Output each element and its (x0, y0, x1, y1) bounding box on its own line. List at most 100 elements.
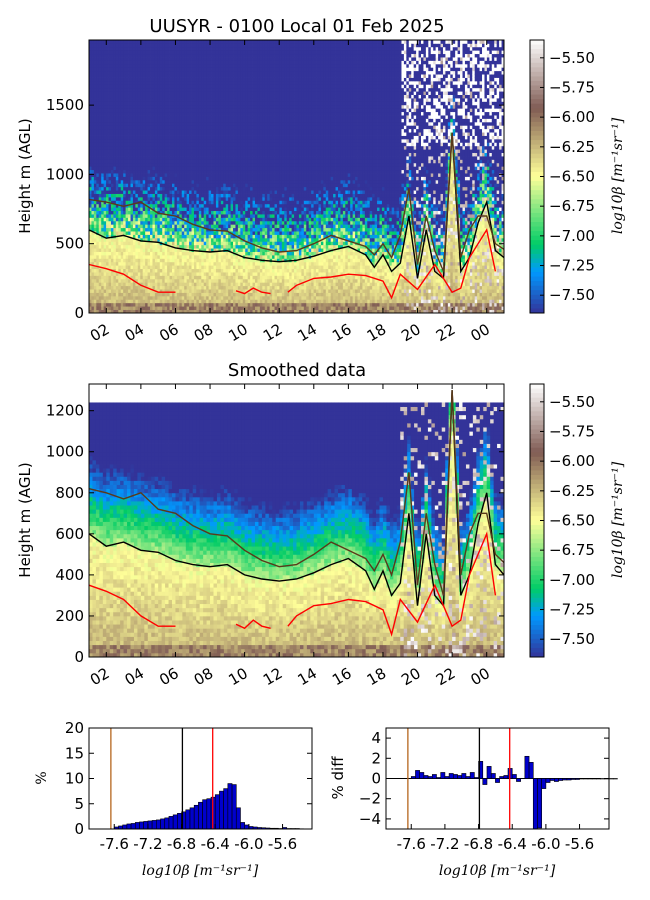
heatmap-cell (145, 258, 148, 263)
heatmap-cell (110, 241, 114, 246)
heatmap-cell (201, 70, 205, 75)
heatmap-cell (135, 231, 139, 235)
heatmap-cell (154, 248, 158, 252)
heatmap-cell (196, 227, 200, 232)
heatmap-cell (101, 200, 105, 205)
heatmap-cell (157, 183, 161, 188)
heatmap-cell (174, 190, 178, 194)
heatmap-cell (189, 302, 192, 307)
heatmap-cell (118, 74, 122, 78)
heatmap-cell (162, 285, 166, 290)
heatmap-cell (101, 268, 105, 273)
heatmap-cell (106, 254, 109, 259)
heatmap-cell (208, 231, 212, 235)
heatmap-cell (169, 43, 173, 48)
heatmap-cell (198, 128, 202, 133)
heatmap-cell (130, 121, 134, 126)
heatmap-cell (98, 244, 102, 249)
heatmap-cell (237, 306, 241, 310)
heatmap-cell (203, 63, 207, 68)
heatmap-cell (164, 46, 168, 51)
heatmap-cell (120, 282, 124, 287)
heatmap-cell (186, 278, 190, 283)
heatmap-cell (108, 138, 112, 143)
heatmap-cell (172, 63, 175, 68)
heatmap-cell (115, 196, 119, 201)
heatmap-cell (101, 101, 105, 106)
heatmap-cell (184, 231, 188, 235)
heatmap-cell (225, 203, 229, 208)
heatmap-cell (174, 77, 178, 82)
heatmap-cell (169, 101, 173, 106)
heatmap-cell (164, 241, 168, 246)
heatmap-cell (213, 94, 217, 99)
heatmap-cell (152, 152, 156, 157)
heatmap-cell (208, 261, 212, 266)
heatmap-cell (181, 309, 185, 314)
heatmap-cell (98, 40, 102, 44)
heatmap-cell (159, 214, 163, 218)
heatmap-cell (147, 248, 151, 252)
heatmap-cell (179, 77, 183, 82)
heatmap-cell (206, 84, 210, 89)
heatmap-cell (215, 169, 219, 174)
heatmap-cell (191, 237, 195, 242)
heatmap-cell (189, 227, 192, 232)
heatmap-cell (223, 46, 227, 51)
heatmap-cell (179, 237, 183, 242)
heatmap-cell (147, 111, 151, 116)
heatmap-cell (128, 248, 131, 252)
heatmap-cell (223, 98, 227, 102)
heatmap-cell (211, 145, 214, 150)
heatmap-cell (91, 111, 95, 116)
heatmap-cell (196, 186, 200, 191)
heatmap-cell (137, 254, 141, 259)
heatmap-cell (150, 231, 153, 235)
heatmap-cell (132, 162, 136, 167)
heatmap-cell (93, 128, 97, 133)
heatmap-cell (162, 108, 166, 113)
heatmap-cell (145, 214, 148, 218)
heatmap-cell (93, 53, 97, 58)
heatmap-cell (184, 244, 188, 249)
heatmap-cell (230, 53, 234, 58)
heatmap-cell (213, 74, 217, 78)
heatmap-cell (147, 132, 151, 136)
heatmap-cell (218, 159, 222, 164)
heatmap-cell (147, 196, 151, 201)
heatmap-cell (198, 282, 202, 287)
heatmap-cell (186, 302, 190, 307)
heatmap-cell (198, 275, 202, 280)
heatmap-cell (189, 214, 192, 218)
heatmap-cell (176, 268, 180, 273)
heatmap-cell (113, 84, 117, 89)
heatmap-cell (237, 159, 241, 164)
heatmap-cell (98, 186, 102, 191)
heatmap-cell (140, 87, 144, 92)
heatmap-cell (189, 275, 192, 280)
heatmap-cell (206, 98, 210, 102)
heatmap-cell (135, 306, 139, 310)
heatmap-cell (108, 295, 112, 300)
heatmap-cell (184, 196, 188, 201)
heatmap-cell (142, 57, 146, 61)
heatmap-cell (189, 91, 192, 95)
heatmap-cell (142, 248, 146, 252)
heatmap-cell (206, 121, 210, 126)
heatmap-cell (142, 169, 146, 174)
heatmap-cell (225, 258, 229, 263)
heatmap-cell (164, 111, 168, 116)
heatmap-cell (208, 210, 212, 215)
heatmap-cell (211, 135, 214, 140)
heatmap-cell (189, 70, 192, 75)
heatmap-cell (230, 275, 234, 280)
heatmap-cell (130, 152, 134, 157)
heatmap-cell (176, 231, 180, 235)
heatmap-cell (228, 251, 231, 256)
heatmap-cell (135, 152, 139, 157)
heatmap-cell (147, 166, 151, 171)
heatmap-cell (169, 207, 173, 212)
heatmap-cell (218, 251, 222, 256)
heatmap-cell (106, 128, 109, 133)
heatmap-cell (189, 173, 192, 177)
